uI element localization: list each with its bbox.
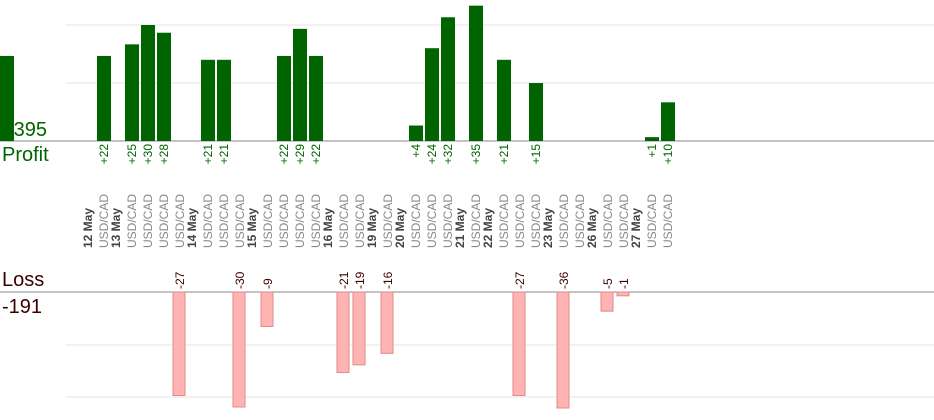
pair-label: USD/CAD [97, 194, 111, 248]
profit-bar [293, 28, 307, 141]
date-label: 19 May [365, 208, 379, 248]
date-label: 15 May [245, 208, 259, 248]
profit-value-label: +21 [497, 144, 511, 165]
profit-bar [201, 59, 215, 141]
pair-label: USD/CAD [497, 194, 511, 248]
profit-value-label: +29 [293, 144, 307, 165]
loss-bar [600, 291, 614, 312]
profit-value-label: +21 [201, 144, 215, 165]
profit-bar [157, 32, 171, 141]
pair-label: USD/CAD [173, 194, 187, 248]
profit-value-label: +4 [409, 144, 423, 158]
profit-value-label: +22 [277, 144, 291, 165]
loss-value-label: -21 [337, 271, 351, 289]
pair-label: USD/CAD [353, 194, 367, 248]
profit-value-label: +15 [529, 144, 543, 165]
pair-label: USD/CAD [529, 194, 543, 248]
pair-label: USD/CAD [513, 194, 527, 248]
date-label: 21 May [453, 208, 467, 248]
profit-value-label: +21 [217, 144, 231, 165]
pair-label: USD/CAD [645, 194, 659, 248]
pair-label: USD/CAD [441, 194, 455, 248]
pair-label: USD/CAD [217, 194, 231, 248]
date-label: 13 May [109, 208, 123, 248]
profit-bar [409, 125, 423, 141]
profit-value-label: +30 [141, 144, 155, 165]
date-label: 12 May [81, 208, 95, 248]
loss-bar [260, 291, 274, 327]
loss-value-label: -19 [353, 271, 367, 289]
pair-label: USD/CAD [233, 194, 247, 248]
loss-value-label: -36 [557, 271, 571, 289]
date-label: 14 May [185, 208, 199, 248]
pair-label: USD/CAD [201, 194, 215, 248]
loss-value-label: -16 [381, 271, 395, 289]
profit-bar [497, 59, 511, 141]
profit-value-label: +1 [645, 144, 659, 158]
pair-label: USD/CAD [409, 194, 423, 248]
pair-label: USD/CAD [277, 194, 291, 248]
loss-label: Loss [2, 269, 45, 291]
pair-label: USD/CAD [617, 194, 631, 248]
profit-value-label: +22 [97, 144, 111, 165]
pair-label: USD/CAD [293, 194, 307, 248]
profit-value-label: +10 [661, 144, 675, 165]
loss-value-label: -5 [601, 278, 615, 289]
loss-bar [512, 291, 526, 396]
loss-bar [380, 291, 394, 354]
loss-bar [556, 291, 570, 409]
profit-value-label: +32 [441, 144, 455, 165]
profit-bar [309, 55, 323, 141]
pair-label: USD/CAD [337, 194, 351, 248]
pair-label: USD/CAD [661, 194, 675, 248]
date-label: 16 May [321, 208, 335, 248]
profit-bar [97, 55, 111, 141]
pair-label: USD/CAD [557, 194, 571, 248]
date-label: 20 May [393, 208, 407, 248]
loss-value-label: -30 [233, 271, 247, 289]
pair-label: USD/CAD [601, 194, 615, 248]
profit-value-label: +35 [469, 144, 483, 165]
profit-bar [277, 55, 291, 141]
date-label: 23 May [541, 208, 555, 248]
profit-bar [217, 59, 231, 141]
profit-bar [141, 25, 155, 141]
loss-value-label: -27 [513, 271, 527, 289]
profit-value-label: +28 [157, 144, 171, 165]
loss-bar [172, 291, 186, 396]
loss-value-label: -1 [617, 278, 631, 289]
profit-bar [645, 137, 659, 141]
profit-value-label: +22 [309, 144, 323, 165]
pair-label: USD/CAD [261, 194, 275, 248]
loss-value-label: -9 [261, 278, 275, 289]
date-label: 22 May [481, 208, 495, 248]
pair-label: USD/CAD [469, 194, 483, 248]
profit-bar [425, 48, 439, 142]
loss-total: -191 [2, 296, 43, 318]
profit-bar [441, 17, 455, 142]
profit-value-label: +24 [425, 144, 439, 165]
profit-label: Profit [2, 144, 49, 166]
loss-value-label: -27 [173, 271, 187, 289]
pair-label: USD/CAD [141, 194, 155, 248]
profit-bar [529, 83, 543, 141]
date-label: 27 May [629, 208, 643, 248]
profit-bar [469, 5, 483, 141]
profit-value-label: +25 [125, 144, 139, 165]
pair-label: USD/CAD [125, 194, 139, 248]
loss-bar [336, 291, 350, 373]
pair-label: USD/CAD [309, 194, 323, 248]
profit-bar [125, 44, 139, 142]
loss-bar [232, 291, 246, 408]
pair-label: USD/CAD [381, 194, 395, 248]
profit-bar [0, 98, 14, 141]
loss-bar [352, 291, 366, 366]
pair-label: USD/CAD [157, 194, 171, 248]
profit-bar [661, 102, 675, 141]
pair-label: USD/CAD [425, 194, 439, 248]
pair-label: USD/CAD [573, 194, 587, 248]
date-label: 26 May [585, 208, 599, 248]
loss-bar [616, 291, 630, 297]
